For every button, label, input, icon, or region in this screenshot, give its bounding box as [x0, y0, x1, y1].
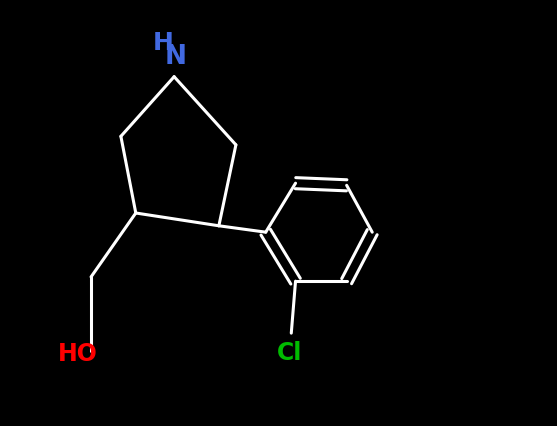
Text: Cl: Cl [277, 341, 302, 365]
Text: N: N [164, 44, 187, 70]
Text: H: H [153, 32, 174, 55]
Text: HO: HO [58, 343, 98, 366]
